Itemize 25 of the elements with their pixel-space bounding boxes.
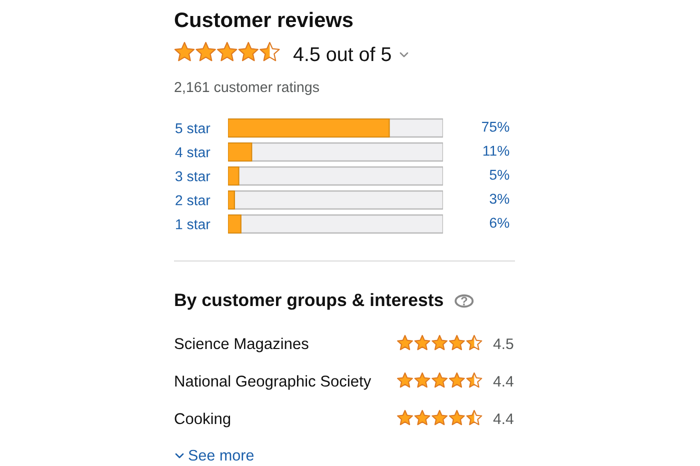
bar [228, 190, 236, 210]
text: See more [188, 450, 254, 461]
bar [228, 142, 252, 162]
bar [228, 166, 240, 186]
data-label: 4.4 [493, 376, 514, 386]
y-tick-label: 1 star [176, 219, 210, 230]
y-tick-label: 5 star [176, 123, 210, 134]
data-label: 5% [490, 170, 510, 180]
y-tick-label: 3 star [175, 171, 210, 182]
y-tick-label: 4 star [175, 147, 210, 158]
bar [228, 214, 242, 234]
category-label: Science Magazines [174, 338, 308, 352]
data-label: 6% [490, 218, 510, 228]
data-label: 4.5 [493, 338, 514, 350]
chart-subtitle: 4.5 out of 5 [293, 46, 391, 62]
data-label: 11% [483, 146, 510, 156]
y-tick-label: 2 star [176, 195, 210, 206]
category-label: Cooking [174, 412, 230, 428]
data-label: 75% [482, 122, 510, 132]
category-label: National Geographic Society [175, 375, 372, 390]
text: 2,161 customer ratings [174, 82, 319, 95]
text: By customer groups & interests [175, 293, 443, 310]
chart-title: Customer reviews [174, 12, 353, 28]
data-label: 4.4 [493, 414, 514, 424]
data-label: 3% [490, 194, 510, 204]
